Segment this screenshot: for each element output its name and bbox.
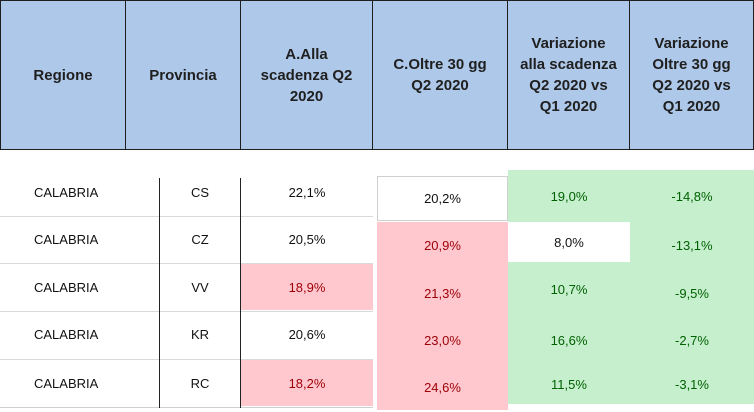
cell-regione: CALABRIA bbox=[34, 279, 99, 295]
cell-oltre-30gg: 24,6% bbox=[377, 364, 508, 410]
header-oltre-30gg: C.Oltre 30 gg Q2 2020 bbox=[373, 1, 508, 149]
cell-oltre-30gg: 20,9% bbox=[377, 222, 508, 269]
header-regione: Regione bbox=[1, 1, 126, 149]
cell-variazione-oltre: -14,8% bbox=[630, 170, 754, 222]
cell-variazione-oltre: -13,1% bbox=[630, 222, 754, 269]
header-provincia: Provincia bbox=[126, 1, 241, 149]
cell-regione: CALABRIA bbox=[34, 375, 99, 391]
cell-provincia: VV bbox=[191, 279, 209, 295]
cell-alla-scadenza: 20,6% bbox=[288, 327, 326, 342]
cell-alla-scadenza: 20,5% bbox=[288, 232, 326, 247]
cell-variazione-scadenza: 8,0% bbox=[508, 222, 630, 262]
row-divider bbox=[0, 263, 373, 264]
cell-provincia: RC bbox=[190, 375, 210, 391]
cell-oltre-30gg: 21,3% bbox=[377, 269, 508, 317]
cell-provincia: CS bbox=[190, 185, 210, 200]
cell-oltre-30gg: 20,2% bbox=[377, 176, 508, 221]
cell-regione: CALABRIA bbox=[34, 185, 99, 200]
cell-variazione-scadenza: 19,0% bbox=[508, 170, 630, 222]
column-divider bbox=[240, 178, 241, 408]
cell-alla-scadenza: 18,9% bbox=[241, 264, 373, 310]
table-header: Regione Provincia A.Alla scadenza Q2 202… bbox=[0, 0, 754, 150]
cell-provincia: CZ bbox=[191, 232, 209, 247]
cell-oltre-30gg: 23,0% bbox=[377, 317, 508, 364]
column-divider bbox=[159, 178, 160, 408]
row-divider bbox=[0, 407, 373, 408]
row-divider bbox=[0, 311, 373, 312]
cell-alla-scadenza: 18,2% bbox=[241, 360, 373, 406]
header-alla-scadenza: A.Alla scadenza Q2 2020 bbox=[241, 1, 373, 149]
cell-regione: CALABRIA bbox=[34, 327, 99, 342]
cell-provincia: KR bbox=[190, 327, 210, 342]
cell-variazione-scadenza: 16,6% bbox=[508, 317, 630, 364]
cell-variazione-oltre: -3,1% bbox=[630, 364, 754, 404]
cell-variazione-scadenza: 11,5% bbox=[508, 364, 630, 404]
row-divider bbox=[0, 359, 373, 360]
cell-regione: CALABRIA bbox=[34, 232, 99, 247]
row-divider bbox=[0, 216, 373, 217]
cell-variazione-scadenza: 10,7% bbox=[508, 262, 630, 317]
header-variazione-scadenza: Variazione alla scadenza Q2 2020 vs Q1 2… bbox=[508, 1, 630, 149]
cell-variazione-oltre: -9,5% bbox=[630, 269, 754, 317]
header-variazione-oltre: Variazione Oltre 30 gg Q2 2020 vs Q1 202… bbox=[652, 35, 731, 115]
cell-variazione-oltre: -2,7% bbox=[630, 317, 754, 364]
cell-alla-scadenza: 22,1% bbox=[288, 185, 326, 200]
